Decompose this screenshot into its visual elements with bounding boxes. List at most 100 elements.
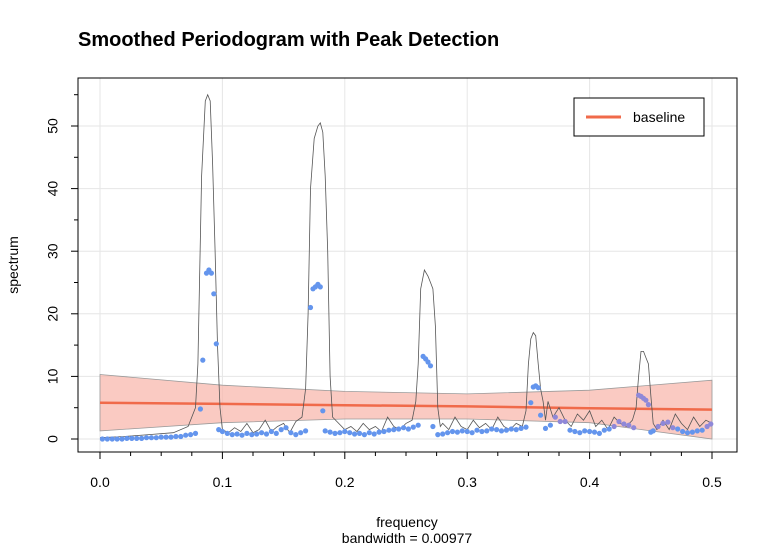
data-point — [708, 421, 714, 427]
data-point — [273, 430, 279, 436]
data-point — [489, 426, 495, 432]
data-point — [254, 431, 260, 437]
data-point — [322, 428, 328, 434]
data-point — [427, 363, 434, 369]
data-point — [567, 427, 573, 433]
data-point — [523, 424, 529, 430]
x-axis-sublabel: bandwidth = 0.00977 — [342, 530, 473, 546]
data-point — [234, 431, 240, 437]
data-point — [596, 430, 603, 436]
data-point — [293, 432, 299, 438]
data-point — [410, 424, 416, 430]
data-point — [518, 425, 524, 431]
data-point — [401, 425, 407, 431]
data-point — [405, 426, 411, 432]
data-point — [124, 435, 130, 441]
data-point — [371, 431, 377, 437]
data-point — [606, 426, 612, 432]
data-point — [582, 428, 588, 434]
data-point — [494, 427, 500, 433]
data-point — [298, 430, 304, 436]
y-tick-label: 10 — [45, 368, 61, 384]
data-point — [249, 432, 255, 438]
data-point — [660, 420, 666, 426]
data-point — [562, 418, 568, 425]
data-point — [342, 428, 348, 435]
data-point — [134, 435, 140, 441]
legend: baseline — [573, 97, 705, 137]
data-point — [183, 432, 189, 438]
x-tick-label: 0.3 — [457, 474, 477, 490]
data-point — [288, 430, 294, 436]
data-point — [229, 432, 235, 438]
data-point — [655, 423, 661, 430]
data-point — [178, 433, 184, 440]
data-point — [239, 432, 245, 438]
data-point — [143, 435, 150, 441]
x-tick-label: 0.1 — [213, 474, 233, 490]
data-point — [528, 400, 534, 406]
data-point — [153, 435, 159, 441]
y-tick-label: 40 — [45, 181, 61, 197]
data-point — [645, 402, 652, 408]
data-point — [469, 430, 475, 436]
data-point — [552, 414, 558, 420]
data-point — [503, 427, 509, 433]
data-point — [307, 304, 314, 311]
data-point — [361, 432, 367, 438]
data-point — [684, 430, 691, 436]
data-point — [498, 428, 505, 434]
data-point — [513, 427, 519, 433]
data-point — [219, 428, 225, 435]
data-point — [459, 428, 465, 434]
data-point — [680, 428, 686, 435]
data-point — [699, 427, 705, 433]
data-point — [704, 423, 710, 430]
data-point — [211, 291, 217, 297]
data-point — [415, 422, 421, 428]
data-point — [337, 430, 343, 436]
data-point — [259, 430, 265, 436]
data-point — [192, 430, 199, 436]
chart-title: Smoothed Periodogram with Peak Detection — [78, 29, 499, 51]
data-point — [508, 426, 514, 432]
data-point — [376, 429, 382, 435]
data-point — [601, 427, 607, 433]
data-point — [148, 435, 154, 441]
data-point — [173, 433, 179, 440]
data-point — [197, 406, 203, 412]
data-point — [479, 428, 485, 435]
data-point — [224, 430, 230, 436]
legend-label-baseline: baseline — [633, 109, 685, 125]
data-point — [430, 423, 436, 430]
y-tick-label: 20 — [45, 306, 61, 322]
data-point — [689, 429, 696, 435]
data-point — [129, 435, 135, 441]
data-point — [208, 270, 214, 276]
data-point — [356, 430, 363, 436]
data-point — [119, 436, 125, 442]
data-point — [449, 428, 456, 435]
data-point — [621, 421, 627, 427]
data-point — [283, 425, 289, 431]
data-point — [163, 434, 169, 440]
x-axis-label: frequency — [376, 514, 437, 530]
data-point — [213, 341, 219, 347]
data-point — [278, 427, 284, 433]
data-point — [577, 430, 583, 436]
data-point — [263, 431, 270, 437]
data-point — [440, 431, 446, 437]
data-point — [352, 431, 358, 437]
data-point — [139, 435, 145, 441]
x-axis: 0.0 0.1 0.2 0.3 0.4 0.5 — [90, 451, 722, 490]
data-point — [244, 430, 250, 436]
data-point — [332, 430, 338, 436]
x-tick-label: 0.2 — [335, 474, 355, 490]
data-point — [317, 284, 323, 290]
data-point — [327, 429, 333, 435]
data-point — [104, 436, 110, 442]
y-tick-label: 30 — [45, 243, 61, 259]
data-point — [158, 434, 164, 440]
x-tick-label: 0.4 — [580, 474, 600, 490]
